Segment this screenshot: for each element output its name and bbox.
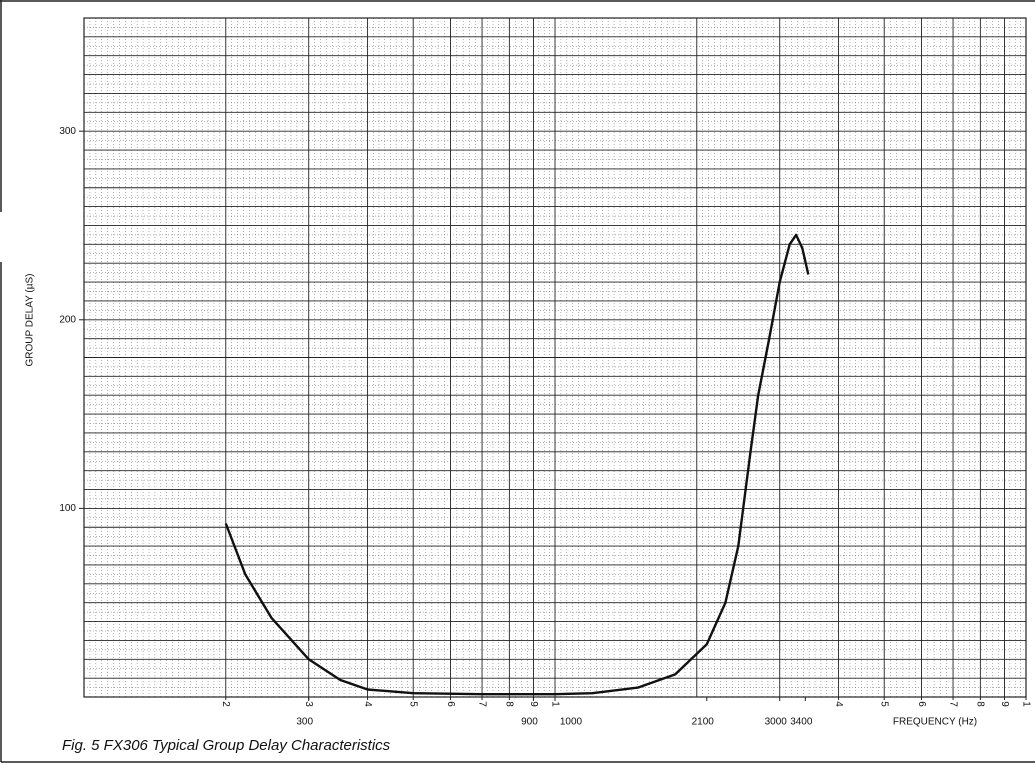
minor-x-tick-label: 9 — [999, 701, 1010, 707]
y-tick-label: 200 — [59, 314, 76, 325]
minor-x-tick-label: 1 — [549, 701, 560, 707]
chart-title: Fig. 5 FX306 Typical Group Delay Charact… — [62, 737, 391, 754]
x-tick-label: 900 — [521, 717, 538, 728]
minor-x-tick-label: 4 — [833, 701, 844, 707]
minor-x-tick-label: 4 — [362, 701, 373, 707]
x-axis-label: FREQUENCY (Hz) — [893, 717, 977, 728]
y-axis-label: GROUP DELAY (µS) — [25, 273, 36, 366]
minor-x-tick-label: 6 — [445, 701, 456, 707]
minor-x-tick-label: 1 — [1020, 701, 1031, 707]
minor-x-tick-label: 5 — [408, 701, 419, 707]
minor-x-tick-label: 5 — [879, 701, 890, 707]
minor-x-tick-label: 2 — [220, 701, 231, 707]
x-tick-label: 300 — [296, 717, 313, 728]
minor-x-tick-label: 8 — [975, 701, 986, 707]
minor-x-tick-label: 7 — [947, 701, 958, 707]
x-tick-label: 1000 — [560, 717, 583, 728]
minor-x-tick-label: 6 — [916, 701, 927, 707]
x-tick-label: 2100 — [692, 717, 715, 728]
delay-curve — [224, 233, 810, 696]
y-tick-label: 300 — [59, 126, 76, 137]
x-tick-label: 3000 — [765, 717, 788, 728]
minor-x-tick-label: 9 — [528, 701, 539, 707]
y-tick-label: 100 — [59, 503, 76, 514]
x-tick-label: 3400 — [790, 717, 813, 728]
minor-x-tick-label: 7 — [476, 701, 487, 707]
minor-x-tick-label: 8 — [504, 701, 515, 707]
minor-x-tick-label: 3 — [303, 701, 314, 707]
